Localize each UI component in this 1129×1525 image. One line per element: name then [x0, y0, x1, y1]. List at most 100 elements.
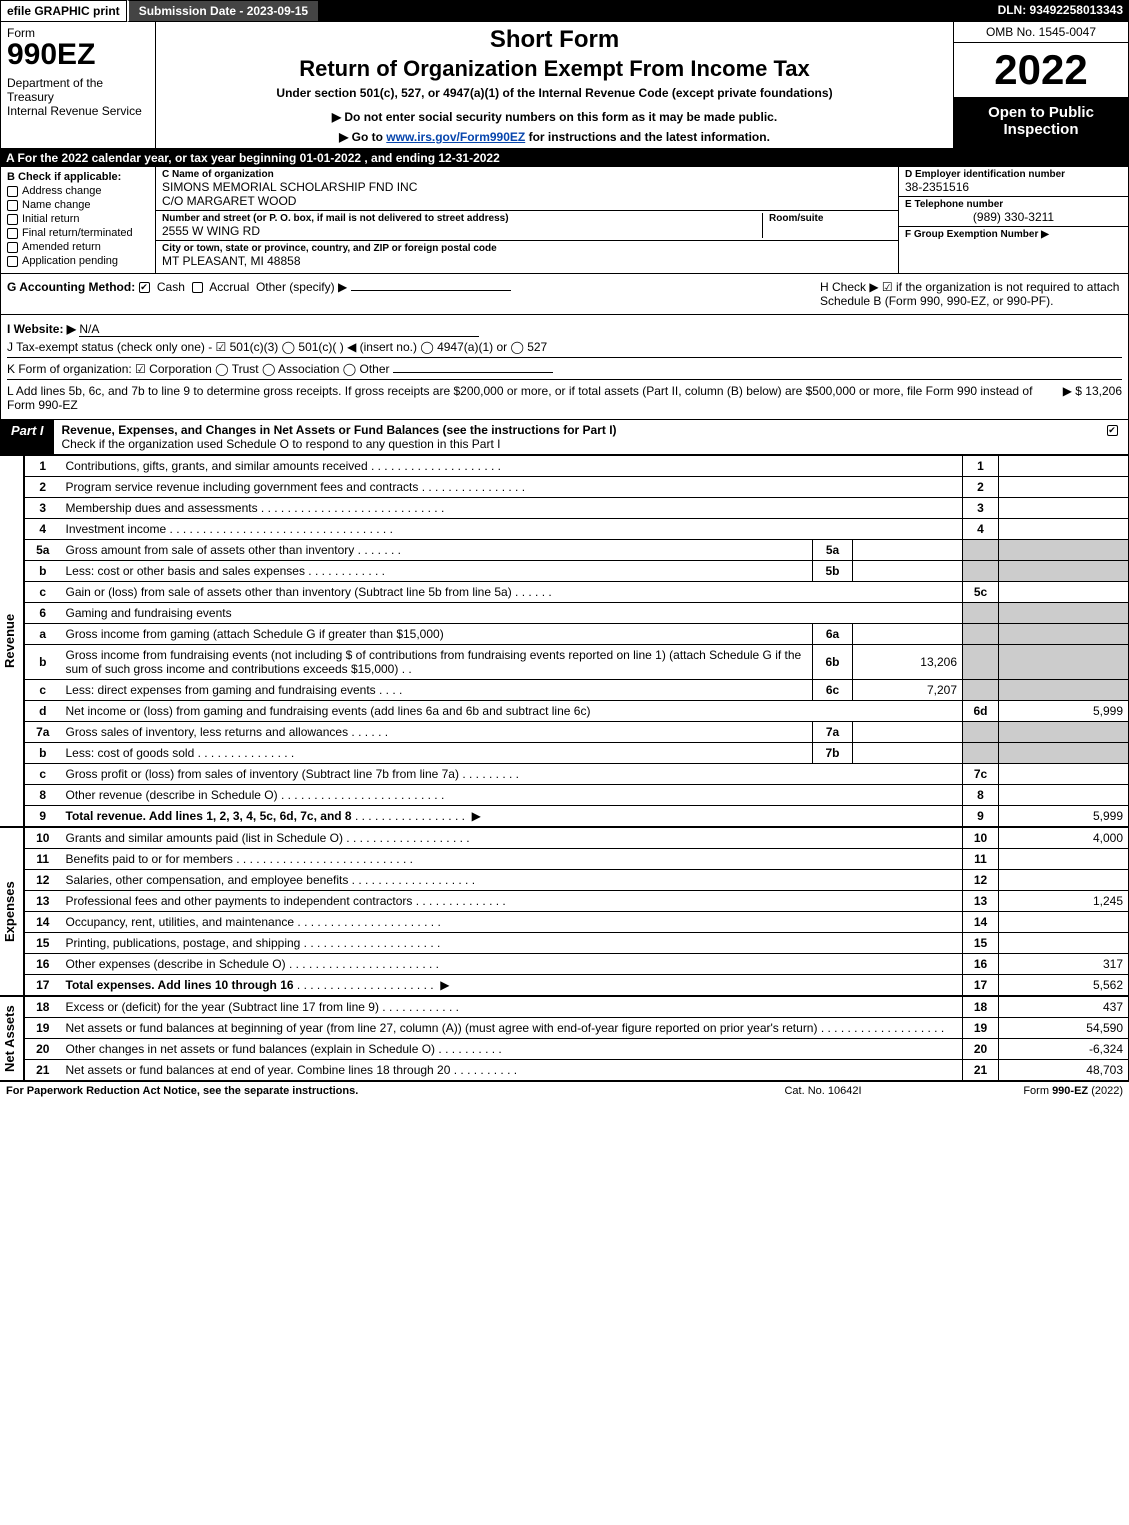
rt-val: -6,324	[999, 1039, 1129, 1060]
line-desc: Gross profit or (loss) from sales of inv…	[66, 767, 459, 781]
row-12: 12Salaries, other compensation, and empl…	[25, 870, 1129, 891]
revenue-table: 1Contributions, gifts, grants, and simil…	[24, 455, 1129, 827]
omb-number: OMB No. 1545-0047	[954, 22, 1128, 43]
org-name-2: C/O MARGARET WOOD	[162, 194, 892, 208]
form-ref-pre: Form	[1023, 1085, 1052, 1097]
chk-amended-return[interactable]: Amended return	[7, 241, 149, 253]
rt-num: 10	[963, 828, 999, 849]
line-l-amount: ▶ $ 13,206	[1053, 384, 1122, 412]
line-desc: Excess or (deficit) for the year (Subtra…	[66, 1000, 379, 1014]
checkbox-icon[interactable]	[7, 256, 18, 267]
row-16: 16Other expenses (describe in Schedule O…	[25, 954, 1129, 975]
line-j: J Tax-exempt status (check only one) - ☑…	[7, 340, 1122, 354]
rt-val: 5,999	[999, 806, 1129, 827]
street-value: 2555 W WING RD	[162, 224, 762, 238]
line-gh: G Accounting Method: Cash Accrual Other …	[0, 274, 1129, 315]
line-desc: Less: cost or other basis and sales expe…	[66, 564, 305, 578]
line-num: b	[25, 645, 61, 680]
chk-address-change[interactable]: Address change	[7, 185, 149, 197]
line-desc: Total revenue. Add lines 1, 2, 3, 4, 5c,…	[66, 809, 352, 823]
dln-label: DLN: 93492258013343	[992, 0, 1129, 22]
row-14: 14Occupancy, rent, utilities, and mainte…	[25, 912, 1129, 933]
other-specify-input[interactable]	[351, 290, 511, 291]
city-label: City or town, state or province, country…	[162, 243, 892, 254]
goto-pre: ▶ Go to	[339, 130, 386, 144]
rt-val	[999, 912, 1129, 933]
phone-value: (989) 330-3211	[905, 210, 1122, 224]
chk-final-return[interactable]: Final return/terminated	[7, 227, 149, 239]
rt-val: 5,562	[999, 975, 1129, 996]
checkbox-icon[interactable]	[1107, 425, 1118, 436]
section-b: B Check if applicable: Address change Na…	[1, 167, 156, 273]
row-6b: bGross income from fundraising events (n…	[25, 645, 1129, 680]
header-right: OMB No. 1545-0047 2022 Open to Public In…	[953, 22, 1128, 148]
part-i-checkbox[interactable]	[1100, 420, 1128, 454]
shaded-cell	[999, 680, 1129, 701]
row-8: 8Other revenue (describe in Schedule O) …	[25, 785, 1129, 806]
row-3: 3Membership dues and assessments . . . .…	[25, 498, 1129, 519]
chk-label: Final return/terminated	[22, 227, 133, 239]
checkbox-icon[interactable]	[7, 214, 18, 225]
sub-label: 5b	[813, 561, 853, 582]
row-9: 9Total revenue. Add lines 1, 2, 3, 4, 5c…	[25, 806, 1129, 827]
line-num: 8	[25, 785, 61, 806]
line-num: 10	[25, 828, 61, 849]
short-form-title: Short Form	[164, 26, 945, 54]
checkbox-icon[interactable]	[7, 186, 18, 197]
sub-label: 7a	[813, 722, 853, 743]
checkbox-icon[interactable]	[7, 200, 18, 211]
shaded-cell	[999, 743, 1129, 764]
checkbox-icon[interactable]	[7, 242, 18, 253]
line-num: 7a	[25, 722, 61, 743]
city-value: MT PLEASANT, MI 48858	[162, 254, 892, 268]
line-desc: Other expenses (describe in Schedule O)	[66, 957, 286, 971]
checkbox-icon[interactable]	[192, 282, 203, 293]
line-desc: Less: cost of goods sold	[66, 746, 195, 760]
shaded-cell	[963, 561, 999, 582]
chk-application-pending[interactable]: Application pending	[7, 255, 149, 267]
rt-num: 17	[963, 975, 999, 996]
accrual-label: Accrual	[209, 280, 249, 294]
line-num: 19	[25, 1018, 61, 1039]
rt-num: 21	[963, 1060, 999, 1081]
form-number: 990EZ	[7, 40, 149, 70]
shaded-cell	[963, 722, 999, 743]
line-desc: Program service revenue including govern…	[66, 480, 419, 494]
rt-val	[999, 849, 1129, 870]
org-name-1: SIMONS MEMORIAL SCHOLARSHIP FND INC	[162, 180, 892, 194]
expenses-table: 10Grants and similar amounts paid (list …	[24, 827, 1129, 996]
other-org-input[interactable]	[393, 372, 553, 373]
line-num: 11	[25, 849, 61, 870]
part-i-title-text: Revenue, Expenses, and Changes in Net As…	[62, 423, 617, 437]
rt-num: 19	[963, 1018, 999, 1039]
line-num: 18	[25, 997, 61, 1018]
efile-print-label[interactable]: efile GRAPHIC print	[0, 0, 127, 22]
rt-val	[999, 519, 1129, 540]
chk-label: Initial return	[22, 213, 79, 225]
ssn-warning: ▶ Do not enter social security numbers o…	[164, 110, 945, 124]
line-desc: Gain or (loss) from sale of assets other…	[66, 585, 512, 599]
row-20: 20Other changes in net assets or fund ba…	[25, 1039, 1129, 1060]
header-left: Form 990EZ Department of the Treasury In…	[1, 22, 156, 148]
chk-initial-return[interactable]: Initial return	[7, 213, 149, 225]
sub-val	[853, 722, 963, 743]
part-i-tab: Part I	[1, 420, 54, 454]
line-num: c	[25, 764, 61, 785]
line-desc: Gross income from gaming (attach Schedul…	[66, 627, 444, 641]
irs-link[interactable]: www.irs.gov/Form990EZ	[386, 130, 525, 144]
checkbox-icon[interactable]	[139, 282, 150, 293]
checkbox-icon[interactable]	[7, 228, 18, 239]
line-desc: Gross sales of inventory, less returns a…	[66, 725, 349, 739]
line-num: 12	[25, 870, 61, 891]
chk-name-change[interactable]: Name change	[7, 199, 149, 211]
rt-val	[999, 933, 1129, 954]
shaded-cell	[999, 540, 1129, 561]
line-desc: Net assets or fund balances at end of ye…	[66, 1063, 451, 1077]
rt-val	[999, 582, 1129, 603]
row-7b: bLess: cost of goods sold . . . . . . . …	[25, 743, 1129, 764]
row-10: 10Grants and similar amounts paid (list …	[25, 828, 1129, 849]
line-num: c	[25, 582, 61, 603]
rt-val: 437	[999, 997, 1129, 1018]
line-num: c	[25, 680, 61, 701]
row-5c: c Gain or (loss) from sale of assets othe…	[25, 582, 1129, 603]
